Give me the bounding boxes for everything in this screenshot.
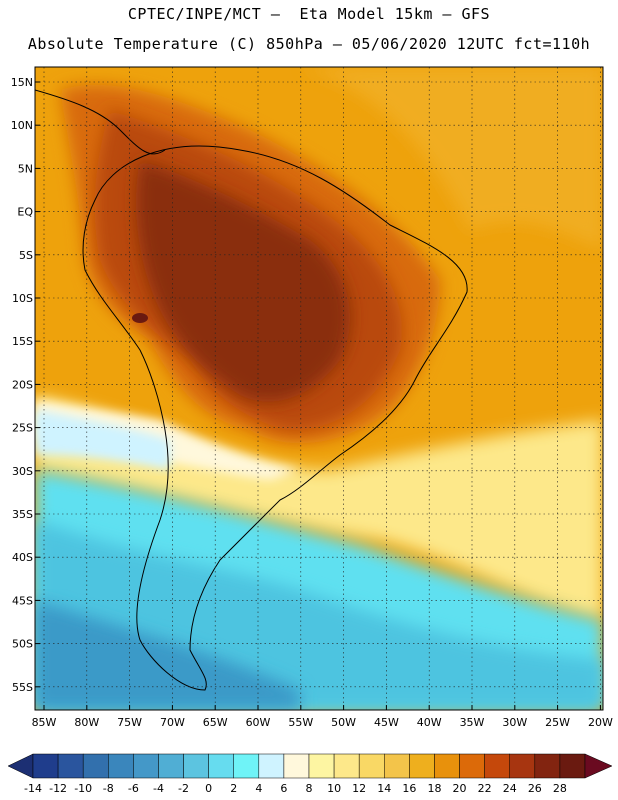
graticule (35, 67, 603, 710)
lon-label: 75W (117, 716, 142, 729)
lon-label: 35W (460, 716, 485, 729)
colorbar-swatch (434, 753, 460, 779)
lat-label: 40S (12, 551, 33, 564)
colorbar-label: -2 (178, 782, 189, 795)
central-america-coastline (35, 89, 166, 155)
colorbar-swatch (133, 753, 159, 779)
map-title-line1: CPTEC/INPE/MCT – Eta Model 15km – GFS (127, 5, 491, 23)
colorbar-swatch (509, 753, 536, 779)
colorbar-swatch (183, 753, 209, 779)
colorbar-swatch (358, 753, 385, 779)
colorbar-arrow-right (584, 753, 613, 779)
light-cyan-zone (35, 410, 170, 470)
colorbar-label: -6 (128, 782, 139, 795)
lon-label: 45W (374, 716, 399, 729)
colorbar-label: -4 (153, 782, 164, 795)
temperature-field (35, 67, 603, 710)
colorbar-swatch (308, 753, 335, 779)
warm-band (300, 67, 603, 250)
colorbar-swatch (57, 753, 84, 779)
longitude-labels: 85W 80W 75W 70W 65W 60W 55W 50W 45W 40W 35W 30W 25W 2… (32, 705, 613, 729)
colorbar-swatch (208, 753, 234, 779)
colorbar-swatch (409, 753, 435, 779)
colorbar-label: -8 (103, 782, 114, 795)
color-scale-bar: -14 -12 -10 -8 -6 -4 -2 0 2 4 6 8 10 12 14 16 18 20 22 24 26… (7, 753, 613, 795)
colorbar-label: 12 (352, 782, 366, 795)
lon-label: 40W (417, 716, 442, 729)
lon-label: 85W (32, 716, 57, 729)
lon-label: 20W (588, 716, 613, 729)
colorbar-label: 18 (427, 782, 441, 795)
lat-label: 5N (18, 162, 33, 175)
lon-label: 80W (74, 716, 99, 729)
lat-label: 45S (12, 594, 33, 607)
colorbar-swatch (158, 753, 184, 779)
lat-label: 55S (12, 681, 33, 694)
colorbar-label: 22 (478, 782, 492, 795)
lon-label: 50W (331, 716, 356, 729)
colorbar-label: 10 (327, 782, 341, 795)
lat-label: 15S (12, 335, 33, 348)
south-america-coastline (82, 145, 468, 691)
lat-label: 25S (12, 422, 33, 435)
map-frame (34, 66, 604, 711)
colorbar-label: 6 (280, 782, 287, 795)
coldest-zone (35, 600, 300, 710)
lat-label: 10S (12, 292, 33, 305)
colorbar-swatch (384, 753, 410, 779)
colorbar-swatch (484, 753, 510, 779)
lon-label: 25W (545, 716, 570, 729)
colorbar-swatch (459, 753, 485, 779)
colorbar-swatch (258, 753, 285, 779)
colorbar-label: -14 (24, 782, 42, 795)
colorbar-swatch (108, 753, 134, 779)
colorbar-label: 14 (377, 782, 391, 795)
colorbar-swatch (333, 753, 360, 779)
colorbar-swatch (534, 753, 561, 779)
lon-label: 70W (160, 716, 185, 729)
lon-label: 60W (246, 716, 271, 729)
lon-label: 65W (203, 716, 228, 729)
colorbar-label: 0 (205, 782, 212, 795)
temperature-map: 15N 10N 5N EQ 5S 10S 15S 20S 25S 30S 35S 40S 45S 50S 5… (11, 66, 613, 729)
map-title-line2: Absolute Temperature (C) 850hPa – 05/06/… (27, 35, 591, 53)
colorbar-swatch (233, 753, 260, 779)
colorbar-label: 28 (553, 782, 567, 795)
colorbar-swatch (82, 753, 109, 779)
lon-label: 30W (502, 716, 527, 729)
colorbar-label: -12 (49, 782, 67, 795)
colorbar-arrow-left (7, 753, 34, 779)
colorbar-label: 4 (255, 782, 262, 795)
lon-label: 55W (288, 716, 313, 729)
hot-spot (132, 313, 148, 323)
colorbar-label: 16 (402, 782, 416, 795)
lat-label: 50S (12, 638, 33, 651)
colorbar-swatch (283, 753, 310, 779)
colorbar-label: 26 (528, 782, 542, 795)
colorbar-label: 20 (453, 782, 467, 795)
colorbar-swatch (559, 753, 586, 779)
colorbar-label: 2 (230, 782, 237, 795)
colorbar-label: 8 (306, 782, 313, 795)
latitude-labels: 15N 10N 5N EQ 5S 10S 15S 20S 25S 30S 35S 40S 45S 50S 5… (11, 76, 40, 694)
lat-label: 10N (11, 119, 33, 132)
lat-label: 20S (12, 378, 33, 391)
colorbar-swatch (32, 753, 59, 779)
lat-label: 30S (12, 465, 33, 478)
lat-label: EQ (17, 206, 33, 219)
lat-label: 35S (12, 508, 33, 521)
colorbar-label: 24 (503, 782, 517, 795)
lat-label: 15N (11, 76, 33, 89)
colorbar-label: -10 (74, 782, 92, 795)
lat-label: 5S (19, 249, 33, 262)
